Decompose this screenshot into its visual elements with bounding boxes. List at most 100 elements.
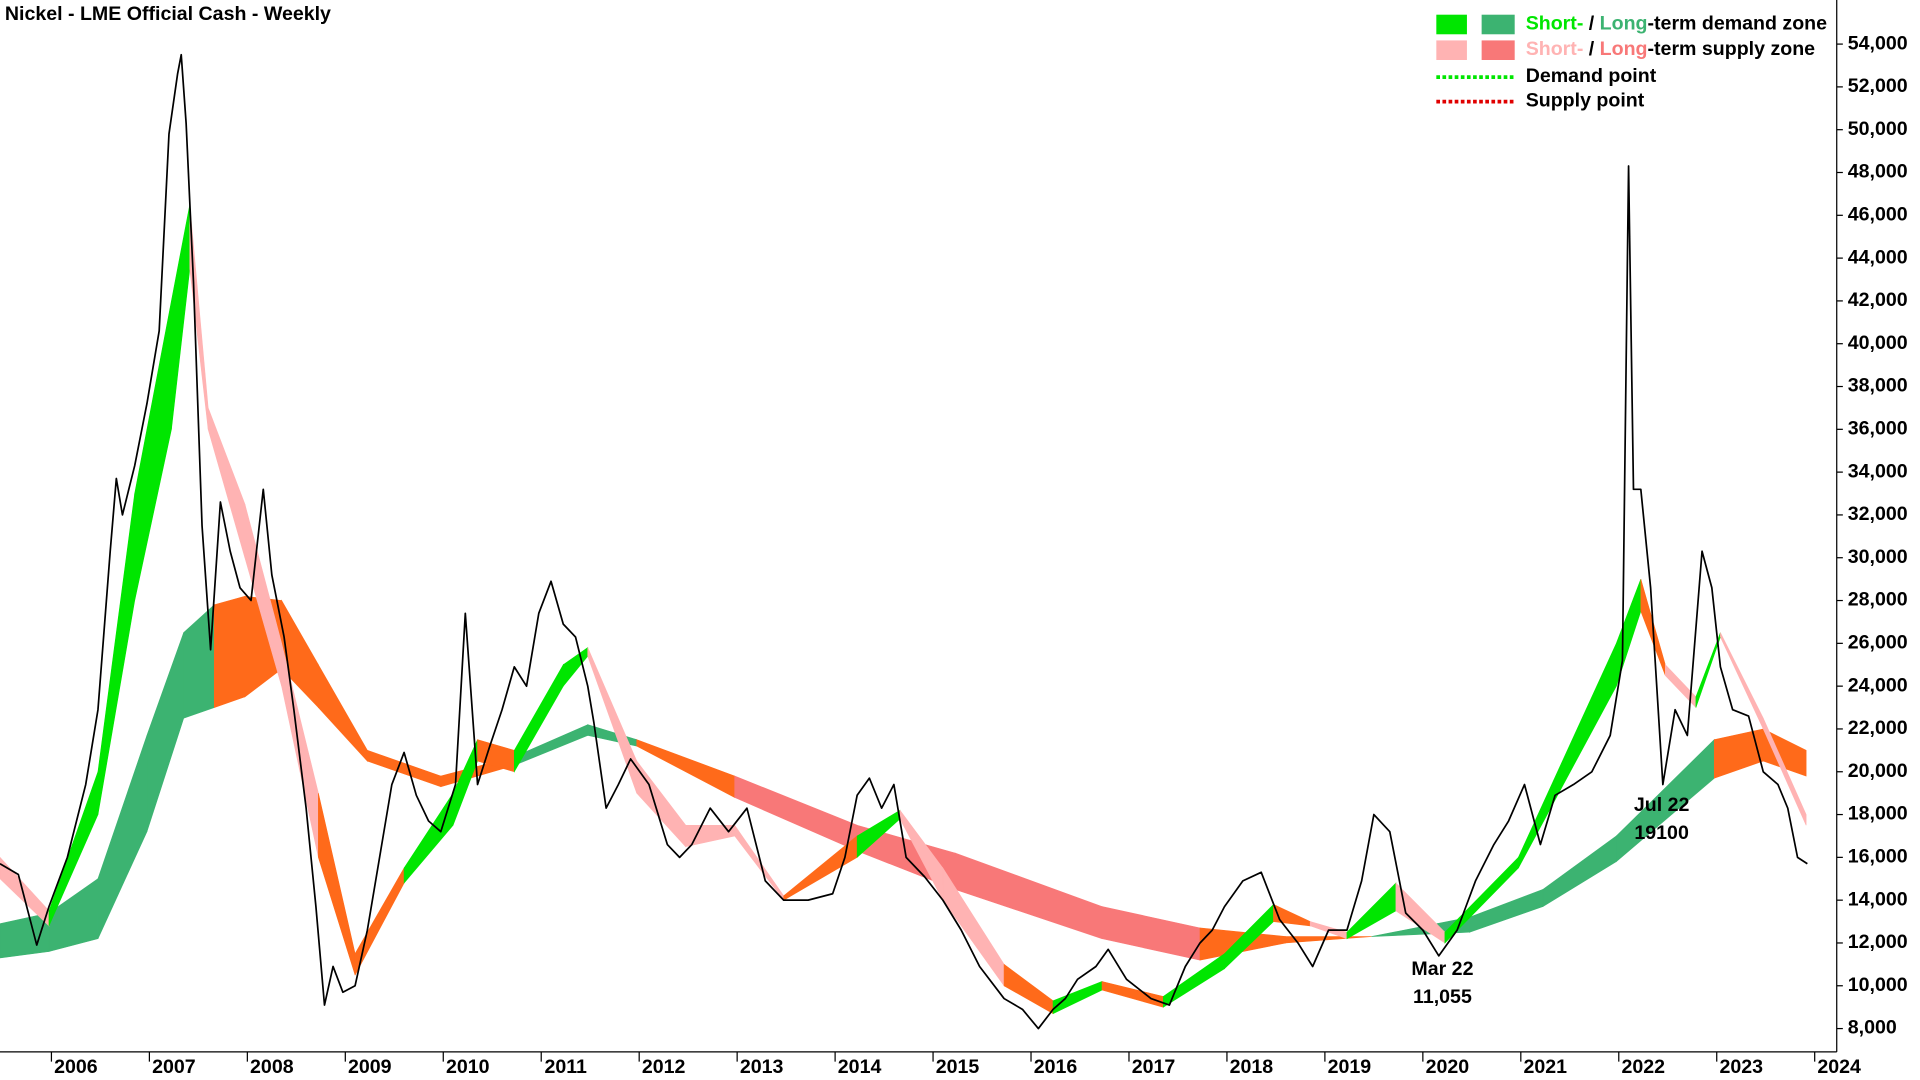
x-tick-label: 2024 [1817, 1056, 1861, 1078]
zone-band [1052, 981, 1103, 1015]
zone-band [1695, 632, 1721, 708]
zone-band [367, 749, 442, 788]
y-tick-label: 8,000 [1848, 1017, 1897, 1039]
zone-band [1762, 718, 1807, 826]
x-tick-label: 2009 [348, 1056, 392, 1078]
zone-band [318, 793, 356, 976]
x-tick-label: 2011 [544, 1056, 587, 1078]
annotation: Jul 22 [1634, 794, 1690, 816]
x-tick-label: 2006 [54, 1056, 98, 1078]
x-tick-label: 2018 [1230, 1056, 1274, 1078]
y-tick-label: 50,000 [1848, 118, 1908, 140]
legend-label: Supply point [1526, 90, 1645, 112]
zone-band [1518, 643, 1617, 869]
zone-band [146, 632, 184, 832]
legend-text-part: -term supply zone [1648, 38, 1816, 60]
zone-band [134, 300, 172, 601]
x-tick-label: 2015 [936, 1056, 980, 1078]
y-tick-label: 32,000 [1848, 503, 1908, 525]
y-tick-label: 46,000 [1848, 203, 1908, 225]
y-tick-label: 36,000 [1848, 417, 1908, 439]
x-tick-label: 2013 [740, 1056, 784, 1078]
legend-text-part: Supply point [1526, 90, 1645, 112]
y-tick-label: 34,000 [1848, 460, 1908, 482]
y-tick-label: 16,000 [1848, 846, 1908, 868]
legend-text-part: -term demand zone [1648, 13, 1828, 35]
zone-band [183, 604, 215, 719]
y-tick-label: 48,000 [1848, 161, 1908, 183]
x-tick-label: 2019 [1328, 1056, 1372, 1078]
zone-band [734, 824, 784, 902]
y-tick-label: 22,000 [1848, 717, 1908, 739]
zone-band [0, 912, 50, 959]
legend-text-part: / [1583, 38, 1599, 60]
y-tick-label: 54,000 [1848, 32, 1908, 54]
legend-swatch [1436, 40, 1467, 60]
zone-band [318, 663, 368, 762]
zone-band [1713, 728, 1764, 779]
zone-band [1762, 728, 1807, 777]
y-tick-label: 18,000 [1848, 803, 1908, 825]
x-tick-label: 2014 [838, 1056, 882, 1078]
zone-band [783, 835, 858, 901]
x-tick-label: 2010 [446, 1056, 490, 1078]
zone-band [1285, 936, 1372, 944]
legend-text-part: Short- [1526, 38, 1584, 60]
x-tick-label: 2017 [1132, 1056, 1176, 1078]
legend-text-part: / [1583, 13, 1599, 35]
x-tick-label: 2016 [1034, 1056, 1078, 1078]
zone-band [1101, 981, 1164, 1008]
zone-band [734, 775, 858, 852]
y-tick-label: 52,000 [1848, 75, 1908, 97]
legend-label: Demand point [1526, 65, 1657, 87]
legend-text-part: Long [1600, 38, 1648, 60]
x-tick-label: 2012 [642, 1056, 686, 1078]
zone-band [97, 493, 135, 815]
annotation: 11,055 [1413, 986, 1472, 1008]
zone-band [403, 792, 454, 884]
y-tick-label: 40,000 [1848, 332, 1908, 354]
legend-swatch [1436, 14, 1467, 35]
annotation: 19100 [1634, 822, 1689, 844]
zone-band [1720, 632, 1764, 730]
zone-band [354, 866, 405, 976]
y-tick-label: 44,000 [1848, 246, 1908, 268]
zone-band [171, 204, 191, 430]
zone-band [636, 760, 687, 848]
y-tick-label: 28,000 [1848, 589, 1908, 611]
legend-swatch [1481, 40, 1515, 60]
zone-band [1101, 906, 1201, 961]
y-tick-label: 20,000 [1848, 760, 1908, 782]
legend-text-part: Short- [1526, 13, 1584, 35]
legend-text-part: Long [1600, 13, 1648, 35]
zone-band [1346, 882, 1397, 940]
zone-band [1616, 579, 1642, 687]
legend-label: Short- / Long-term supply zone [1526, 38, 1815, 60]
y-tick-label: 30,000 [1848, 546, 1908, 568]
y-tick-label: 10,000 [1848, 974, 1908, 996]
y-tick-label: 38,000 [1848, 375, 1908, 397]
y-tick-label: 42,000 [1848, 289, 1908, 311]
y-tick-label: 26,000 [1848, 632, 1908, 654]
zone-band [1003, 963, 1054, 1015]
legend-swatch [1481, 14, 1515, 35]
y-tick-label: 14,000 [1848, 888, 1908, 910]
x-tick-label: 2023 [1719, 1056, 1763, 1078]
x-tick-label: 2020 [1426, 1056, 1470, 1078]
zone-band [587, 647, 638, 794]
price-line [0, 53, 1808, 1030]
legend-label: Short- / Long-term demand zone [1526, 13, 1827, 35]
zone-band [213, 595, 246, 708]
x-tick-label: 2022 [1621, 1056, 1665, 1078]
zone-band [562, 647, 589, 688]
x-tick-label: 2021 [1524, 1056, 1568, 1078]
x-tick-label: 2007 [152, 1056, 196, 1078]
annotation: Mar 22 [1411, 958, 1473, 980]
zone-band [513, 663, 564, 773]
zone-band [189, 204, 209, 430]
y-tick-label: 24,000 [1848, 674, 1908, 696]
zone-band [1542, 835, 1617, 908]
zone-band [1273, 903, 1311, 927]
